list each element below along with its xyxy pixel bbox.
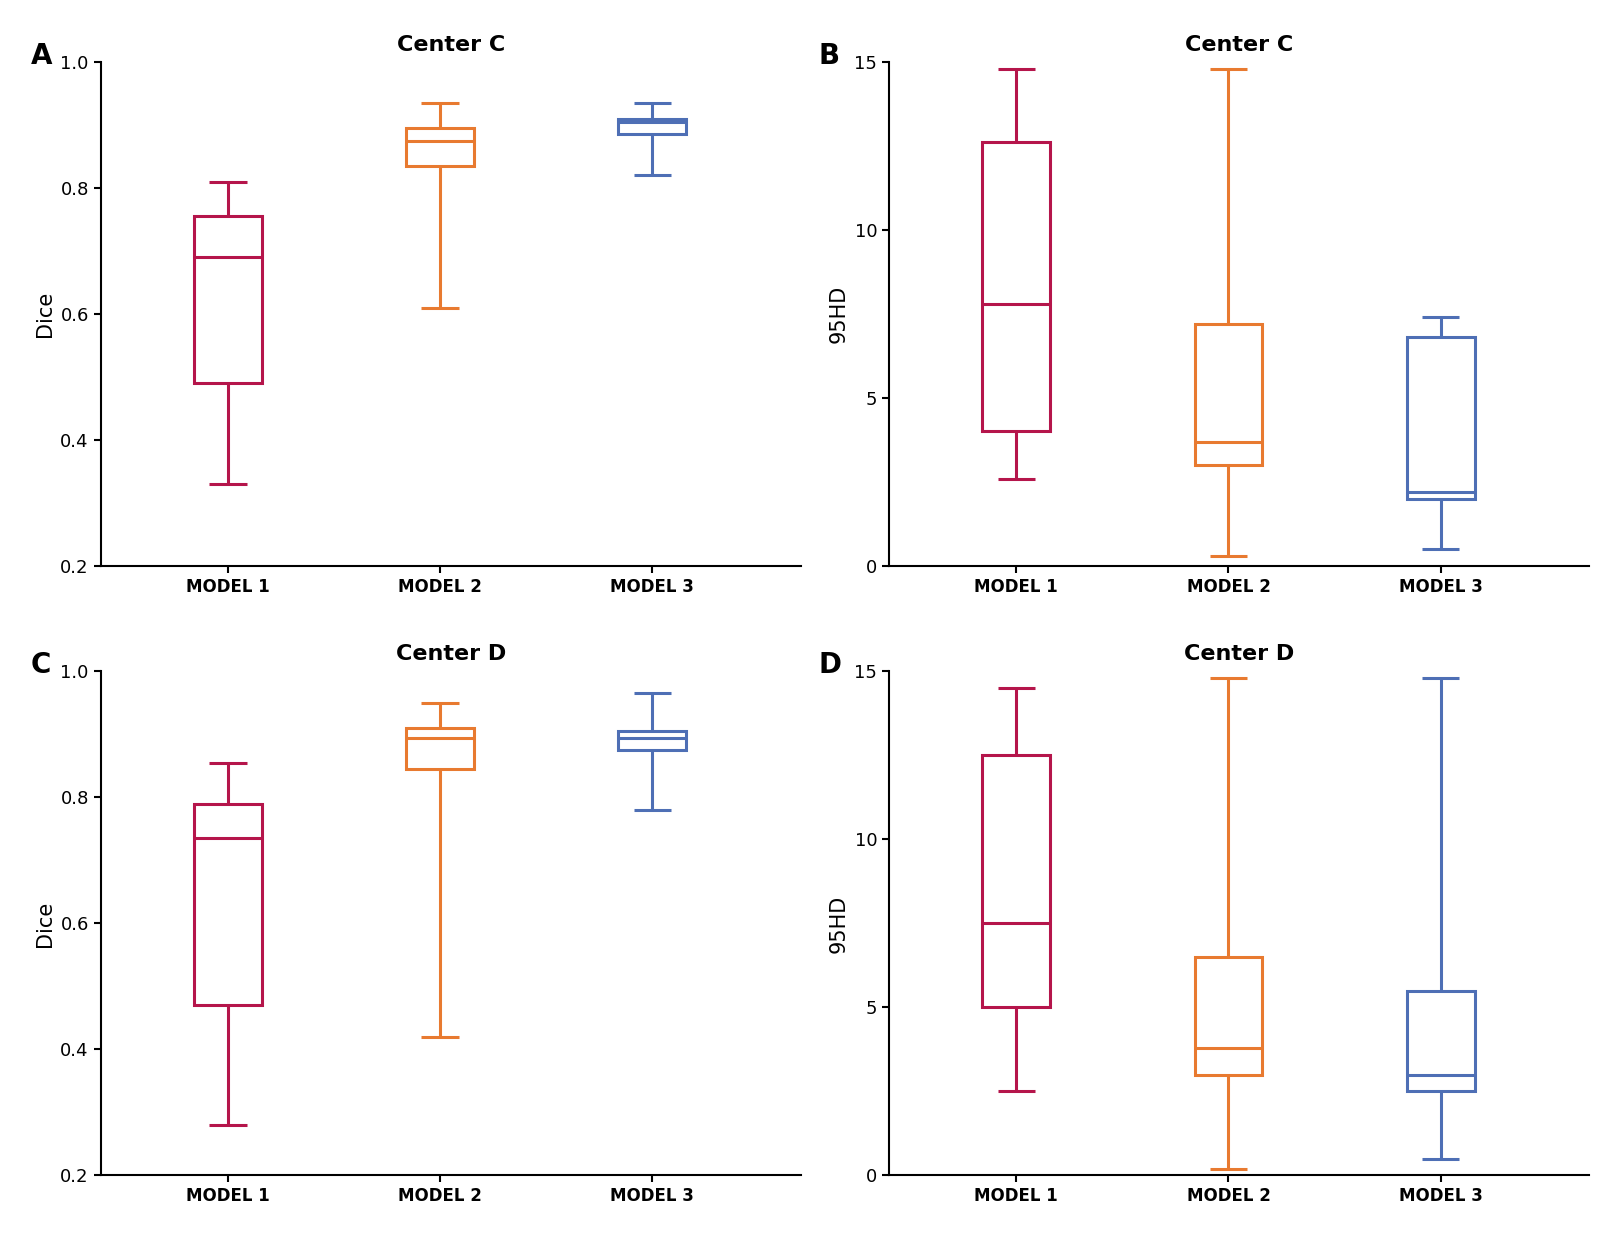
Text: B: B — [818, 42, 839, 69]
Bar — [193, 804, 261, 1006]
Y-axis label: 95HD: 95HD — [828, 894, 849, 952]
Text: D: D — [818, 651, 841, 680]
Title: Center D: Center D — [1183, 645, 1294, 665]
Title: Center D: Center D — [396, 645, 506, 665]
Bar — [982, 755, 1050, 1007]
Bar — [982, 143, 1050, 432]
Y-axis label: 95HD: 95HD — [828, 285, 849, 343]
Bar — [1406, 991, 1474, 1091]
Bar — [618, 732, 687, 750]
Text: C: C — [31, 651, 50, 680]
Bar — [1195, 324, 1261, 465]
Bar — [1195, 957, 1261, 1075]
Text: A: A — [31, 42, 52, 69]
Bar — [618, 119, 687, 134]
Title: Center C: Center C — [1185, 35, 1292, 55]
Bar — [193, 216, 261, 383]
Bar — [1406, 337, 1474, 498]
Y-axis label: Dice: Dice — [34, 290, 55, 337]
Y-axis label: Dice: Dice — [34, 900, 55, 946]
Bar — [406, 128, 474, 166]
Bar — [406, 728, 474, 769]
Title: Center C: Center C — [396, 35, 505, 55]
